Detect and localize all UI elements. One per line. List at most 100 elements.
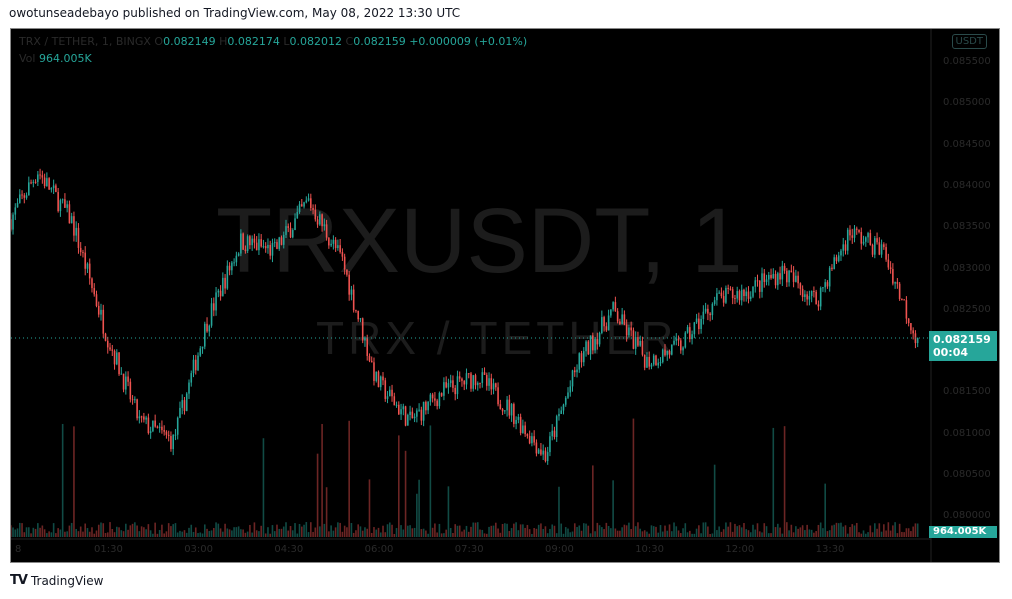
volume-label: Vol (19, 52, 36, 65)
volume-bar (542, 528, 544, 537)
price-tick: 0.084000 (943, 179, 991, 191)
volume-bar (181, 531, 184, 537)
volume-bar (596, 522, 599, 537)
volume-bar (30, 533, 32, 537)
volume-bar (725, 522, 727, 537)
volume-bar (12, 527, 14, 537)
price-chart[interactable]: TRXUSDT, 1 TRX / TETHER TRX / TETHER, 1,… (10, 28, 1000, 563)
volume-bar (179, 530, 181, 537)
candle-body (452, 380, 454, 388)
candle-body (488, 378, 490, 386)
tradingview-logo-icon[interactable]: TV (10, 573, 28, 588)
volume-bar (578, 525, 581, 537)
volume-bar (619, 530, 621, 537)
footer-brand[interactable]: TradingView (30, 573, 104, 588)
candle-body (341, 252, 344, 257)
price-tick: 0.082500 (943, 303, 991, 315)
volume-bar (546, 533, 549, 537)
volume-bar (711, 533, 714, 537)
volume-bar (666, 530, 669, 537)
candle-body (767, 274, 770, 280)
candle-body (677, 338, 680, 341)
candle-body (226, 265, 229, 289)
candle-body (181, 400, 184, 408)
candle-body (467, 373, 470, 375)
price-tick: 0.083500 (943, 221, 991, 233)
volume-bar (366, 528, 369, 537)
volume-bar (515, 522, 517, 537)
footer: TV TradingView (10, 573, 103, 588)
candle-body (754, 280, 757, 287)
candle-body (404, 406, 407, 426)
candle-body (375, 371, 378, 381)
candle-body (215, 292, 217, 311)
volume-bar (727, 526, 729, 537)
candle-body (192, 359, 195, 374)
candle-body (411, 411, 414, 419)
candle-body (840, 250, 842, 256)
candle-body (352, 289, 355, 311)
volume-bar (163, 533, 165, 537)
volume-bar (826, 531, 829, 537)
candle-body (869, 233, 872, 245)
candle-body (364, 337, 366, 341)
candle-body (355, 310, 357, 312)
candle-body (282, 234, 285, 245)
candle-body (806, 294, 808, 300)
candle-body (138, 416, 141, 419)
volume-bar (86, 528, 89, 537)
candle-body (625, 324, 628, 336)
candle-body (528, 435, 531, 444)
candle-body (443, 382, 445, 396)
volume-bar (883, 524, 885, 537)
candle-body (729, 288, 732, 290)
volume-bar (813, 532, 815, 537)
volume-bar (499, 532, 502, 537)
volume-bar (77, 531, 80, 537)
candle-body (745, 291, 748, 297)
candle-body (858, 229, 860, 233)
candle-body (641, 340, 644, 355)
candle-body (853, 228, 856, 238)
candle-body (894, 282, 896, 284)
volume-bar (438, 523, 441, 537)
volume-bar (199, 532, 202, 537)
volume-bar (580, 530, 583, 537)
candle-body (413, 416, 416, 419)
candle-body (738, 291, 741, 301)
volume-bar (373, 527, 375, 537)
candle-body (623, 314, 626, 325)
candle-body (61, 199, 64, 201)
candle-body (643, 354, 646, 368)
volume-bar (43, 529, 46, 537)
volume-bar (325, 487, 328, 537)
candle-body (537, 449, 540, 454)
candle-body (307, 198, 310, 201)
candle-body (522, 425, 524, 433)
candle-body (569, 386, 572, 393)
volume-bar (524, 527, 526, 537)
candle-body (587, 341, 590, 355)
candle-body (402, 406, 405, 410)
volume-bar (702, 522, 705, 537)
candle-body (916, 337, 919, 344)
candle-body (634, 337, 637, 349)
candle-body (154, 420, 156, 427)
candle-body (490, 378, 493, 390)
candle-body (201, 346, 204, 349)
volume-bar (736, 526, 738, 537)
volume-bar (240, 529, 242, 537)
candle-body (573, 370, 576, 373)
volume-bar (109, 522, 111, 537)
candle-body (289, 227, 292, 238)
candle-body (251, 238, 253, 246)
candle-body (544, 450, 547, 462)
volume-bar (303, 524, 305, 537)
volume-bar (734, 523, 736, 537)
volume-bar (729, 522, 732, 537)
volume-bar (314, 527, 317, 537)
currency-button[interactable]: USDT (951, 34, 987, 49)
candle-body (213, 303, 215, 311)
volume-bar (698, 525, 700, 537)
candle-body (210, 303, 213, 326)
